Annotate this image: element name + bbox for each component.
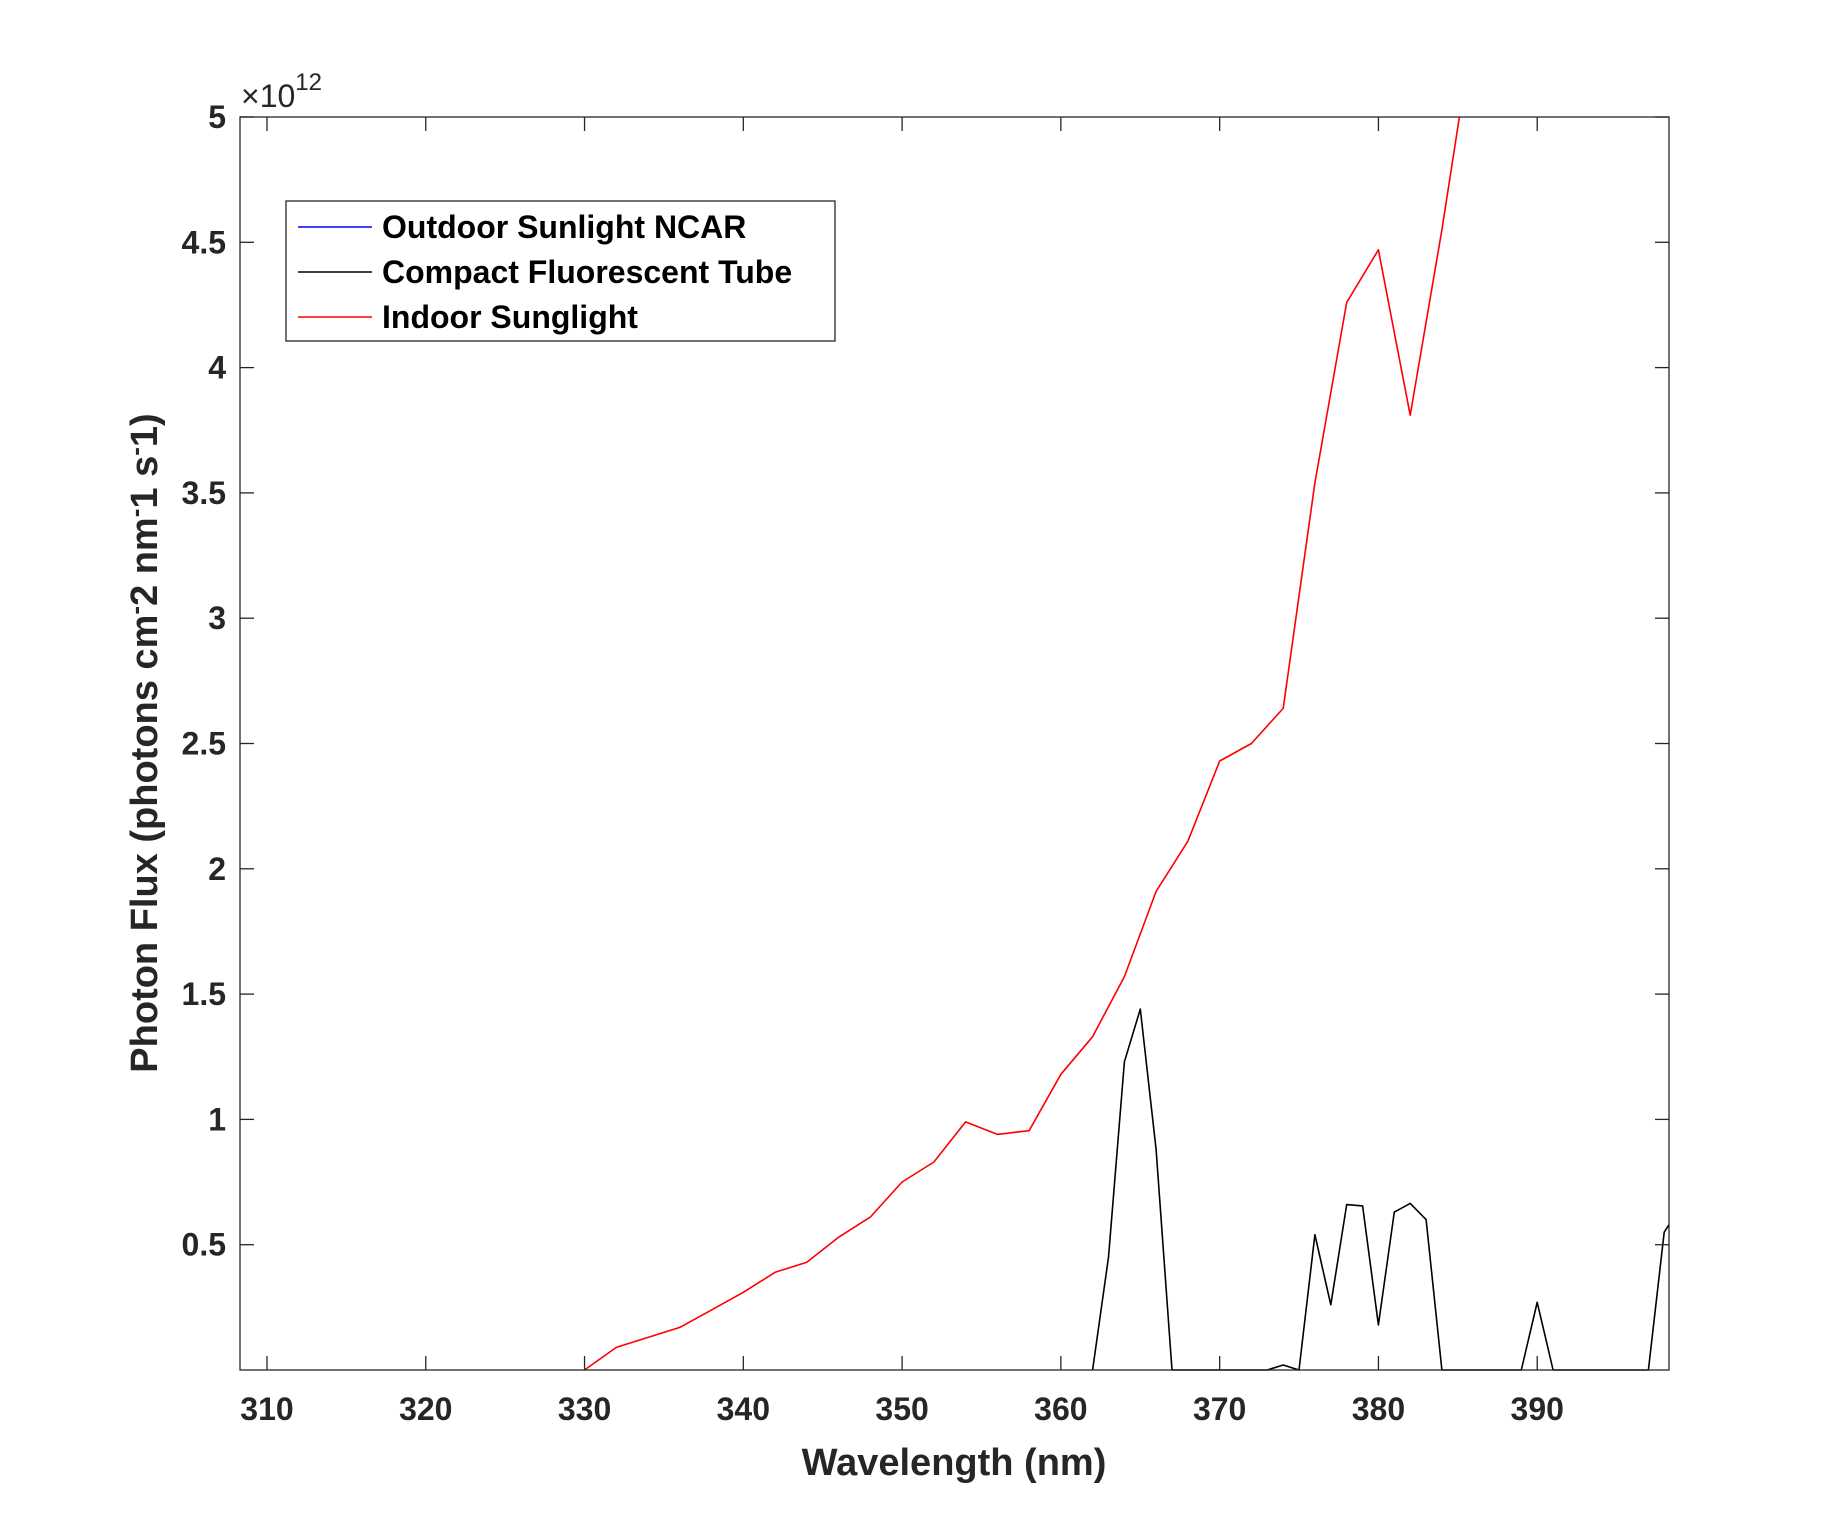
y-axis-title-part-1: Photon Flux (photons cm — [124, 615, 166, 1073]
y-axis-title: Photon Flux (photons cm-2 nm-1 s-1) — [120, 413, 166, 1072]
y-tick-label: 0.5 — [182, 1227, 226, 1263]
x-tick-label: 340 — [717, 1391, 770, 1427]
y-axis-title-part-4: 1) — [124, 413, 166, 447]
y-tick-label: 4.5 — [182, 224, 226, 260]
y-axis-title-part-3: 1 s — [124, 456, 166, 509]
y-axis-title-sup-1: - — [120, 606, 150, 615]
y-exponent-label: ×1012 — [241, 69, 322, 114]
legend-label-indoor: Indoor Sunglight — [382, 299, 638, 335]
x-tick-label: 370 — [1193, 1391, 1246, 1427]
x-tick-label: 320 — [399, 1391, 452, 1427]
legend: Outdoor Sunlight NCAR Compact Fluorescen… — [285, 200, 836, 342]
x-tick-label: 310 — [240, 1391, 293, 1427]
legend-label-outdoor: Outdoor Sunlight NCAR — [382, 209, 746, 245]
labels-layer: 310 320 330 340 350 360 370 380 390 0.5 1 1.5 2 2.5 3 3… — [182, 99, 1564, 1427]
legend-box — [285, 200, 836, 342]
y-tick-label: 3 — [208, 600, 226, 636]
plot-frame — [239, 116, 1670, 1371]
y-axis-title-part-2: 2 nm — [124, 517, 166, 606]
series-layer — [584, 116, 1670, 1371]
y-tick-label: 2.5 — [182, 726, 226, 762]
y-exponent-power: 12 — [295, 69, 322, 96]
x-axis-title: Wavelength (nm) — [802, 1442, 1107, 1484]
x-tick-label: 360 — [1034, 1391, 1087, 1427]
y-tick-label: 5 — [208, 99, 226, 135]
series-line-1 — [1091, 1008, 1670, 1371]
y-tick-label: 4 — [208, 350, 226, 386]
legend-label-fluorescent: Compact Fluorescent Tube — [382, 254, 792, 290]
x-tick-label: 390 — [1511, 1391, 1564, 1427]
y-axis-title-sup-2: - — [120, 509, 150, 518]
x-tick-label: 380 — [1352, 1391, 1405, 1427]
y-tick-label: 2 — [208, 851, 226, 887]
y-tick-label: 1.5 — [182, 976, 226, 1012]
y-tick-label: 3.5 — [182, 475, 226, 511]
x-tick-label: 330 — [558, 1391, 611, 1427]
ticks-layer — [240, 116, 1669, 1370]
y-exponent-base: ×10 — [241, 78, 295, 114]
y-tick-label: 1 — [208, 1101, 226, 1137]
y-axis-title-sup-3: - — [120, 447, 150, 456]
x-tick-label: 350 — [875, 1391, 928, 1427]
series-line-2 — [584, 116, 1461, 1371]
